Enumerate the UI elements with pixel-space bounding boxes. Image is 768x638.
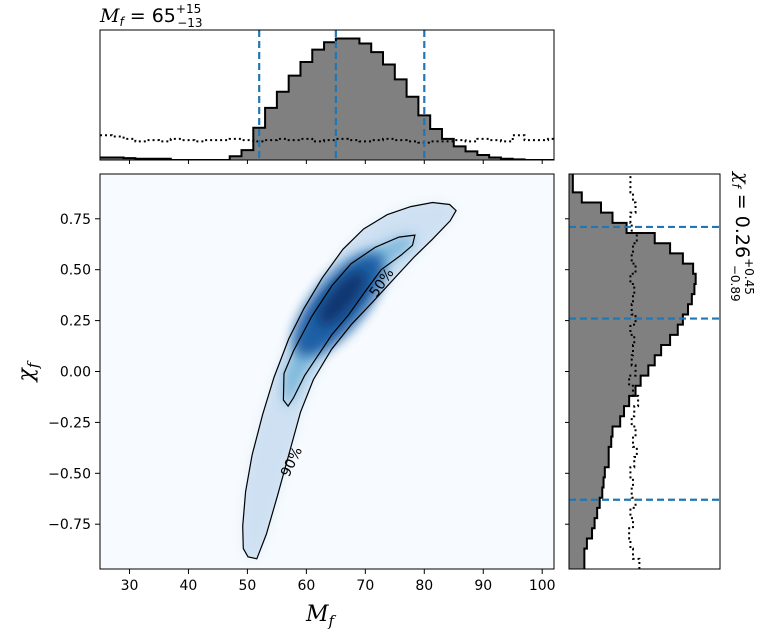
top-panel-frame (99, 29, 555, 161)
x-tick-label: 100 (529, 578, 556, 594)
right-title: χf = 0.26+0.45−0.89 (728, 170, 756, 302)
x-tick-label: 30 (121, 578, 139, 594)
y-tick-label: −0.75 (48, 517, 91, 533)
top-histogram-fill (100, 38, 554, 160)
right-marginal-panel: χf = 0.26+0.45−0.89 (565, 170, 756, 570)
x-tick-label: 50 (238, 578, 256, 594)
density-heatmap (242, 202, 457, 559)
y-axis-label: χf (14, 360, 42, 383)
y-tick-label: 0.50 (60, 263, 91, 279)
y-tick-label: 0.75 (60, 212, 91, 228)
y-tick-label: −0.50 (48, 466, 91, 482)
right-histogram-fill (569, 174, 696, 569)
y-tick-label: 0.00 (60, 365, 91, 381)
credible-contours (242, 201, 457, 560)
x-tick-label: 70 (356, 578, 374, 594)
x-tick-label: 60 (297, 578, 315, 594)
right-quantile-lines (569, 225, 720, 501)
top-title: Mf = 65+15 −13 (99, 2, 203, 30)
right-histogram-outline (571, 174, 697, 569)
right-y-ticks (565, 218, 569, 525)
main-y-ticks: −0.75 −0.50 −0.25 0.00 0.25 0.50 0.75 (48, 212, 100, 533)
contour-50 (282, 234, 416, 408)
y-tick-label: 0.25 (60, 314, 91, 330)
y-tick-label: −0.25 (48, 415, 91, 431)
x-tick-label: 40 (180, 578, 198, 594)
x-axis-label: Mf (305, 602, 337, 630)
main-panel: 50% 90% 30 40 50 60 70 80 90 100 −0.75−0.50−0.2… (14, 173, 556, 630)
x-tick-label: 80 (415, 578, 433, 594)
top-prior-curve (100, 134, 554, 144)
top-marginal-panel: Mf = 65+15 −13 (99, 2, 555, 164)
x-tick-label: 90 (474, 578, 492, 594)
top-x-ticks (128, 160, 543, 164)
main-x-ticks: 30 40 50 60 70 80 90 100 (121, 569, 556, 594)
heatmap-peak (318, 271, 366, 326)
main-panel-background (100, 174, 554, 569)
top-histogram-outline (100, 37, 554, 160)
contour-90 (242, 201, 457, 560)
